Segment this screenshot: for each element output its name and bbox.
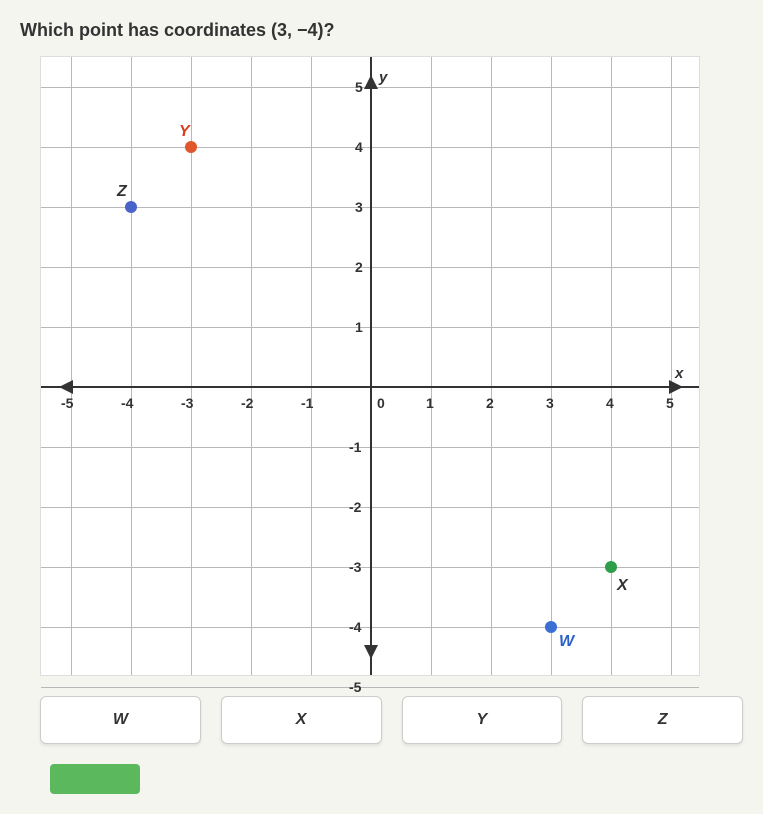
- y-tick-label: 3: [355, 199, 363, 215]
- y-tick-label: -1: [349, 439, 361, 455]
- submit-button[interactable]: [50, 764, 140, 794]
- answer-row: W X Y Z: [40, 696, 743, 744]
- grid-line-vertical: [671, 57, 672, 675]
- grid-line-vertical: [611, 57, 612, 675]
- origin-label: 0: [377, 395, 385, 411]
- grid-line-vertical: [251, 57, 252, 675]
- x-tick-label: 4: [606, 395, 614, 411]
- arrow-down-icon: [364, 645, 378, 659]
- point-label-w: W: [559, 633, 574, 651]
- y-tick-label: 1: [355, 319, 363, 335]
- answer-option-y[interactable]: Y: [402, 696, 563, 744]
- x-tick-label: 2: [486, 395, 494, 411]
- y-tick-label: -4: [349, 619, 361, 635]
- x-tick-label: -4: [121, 395, 133, 411]
- y-axis-label: y: [379, 69, 387, 86]
- coordinate-grid: y x -5-4-3-2-112345-5-4-3-2-1123450WXYZ: [40, 56, 700, 676]
- point-y: [185, 141, 197, 153]
- x-tick-label: -1: [301, 395, 313, 411]
- x-tick-label: -3: [181, 395, 193, 411]
- question-text: Which point has coordinates (3, −4)?: [20, 20, 743, 41]
- grid-line-horizontal: [41, 687, 699, 688]
- point-label-z: Z: [117, 183, 127, 201]
- grid-line-vertical: [71, 57, 72, 675]
- point-label-y: Y: [179, 123, 190, 141]
- y-tick-label: -3: [349, 559, 361, 575]
- y-tick-label: 5: [355, 79, 363, 95]
- point-label-x: X: [617, 577, 628, 595]
- x-tick-label: 1: [426, 395, 434, 411]
- arrow-up-icon: [364, 75, 378, 89]
- arrow-left-icon: [59, 380, 73, 394]
- point-x: [605, 561, 617, 573]
- grid-line-vertical: [491, 57, 492, 675]
- point-z: [125, 201, 137, 213]
- y-tick-label: 2: [355, 259, 363, 275]
- grid-line-vertical: [311, 57, 312, 675]
- y-axis: [370, 57, 372, 675]
- arrow-right-icon: [669, 380, 683, 394]
- answer-option-x[interactable]: X: [221, 696, 382, 744]
- y-tick-label: -2: [349, 499, 361, 515]
- x-tick-label: -5: [61, 395, 73, 411]
- y-tick-label: -5: [349, 679, 361, 695]
- grid-line-vertical: [131, 57, 132, 675]
- x-tick-label: 5: [666, 395, 674, 411]
- x-tick-label: 3: [546, 395, 554, 411]
- grid-line-vertical: [551, 57, 552, 675]
- y-tick-label: 4: [355, 139, 363, 155]
- answer-option-w[interactable]: W: [40, 696, 201, 744]
- x-tick-label: -2: [241, 395, 253, 411]
- point-w: [545, 621, 557, 633]
- answer-option-z[interactable]: Z: [582, 696, 743, 744]
- grid-line-vertical: [431, 57, 432, 675]
